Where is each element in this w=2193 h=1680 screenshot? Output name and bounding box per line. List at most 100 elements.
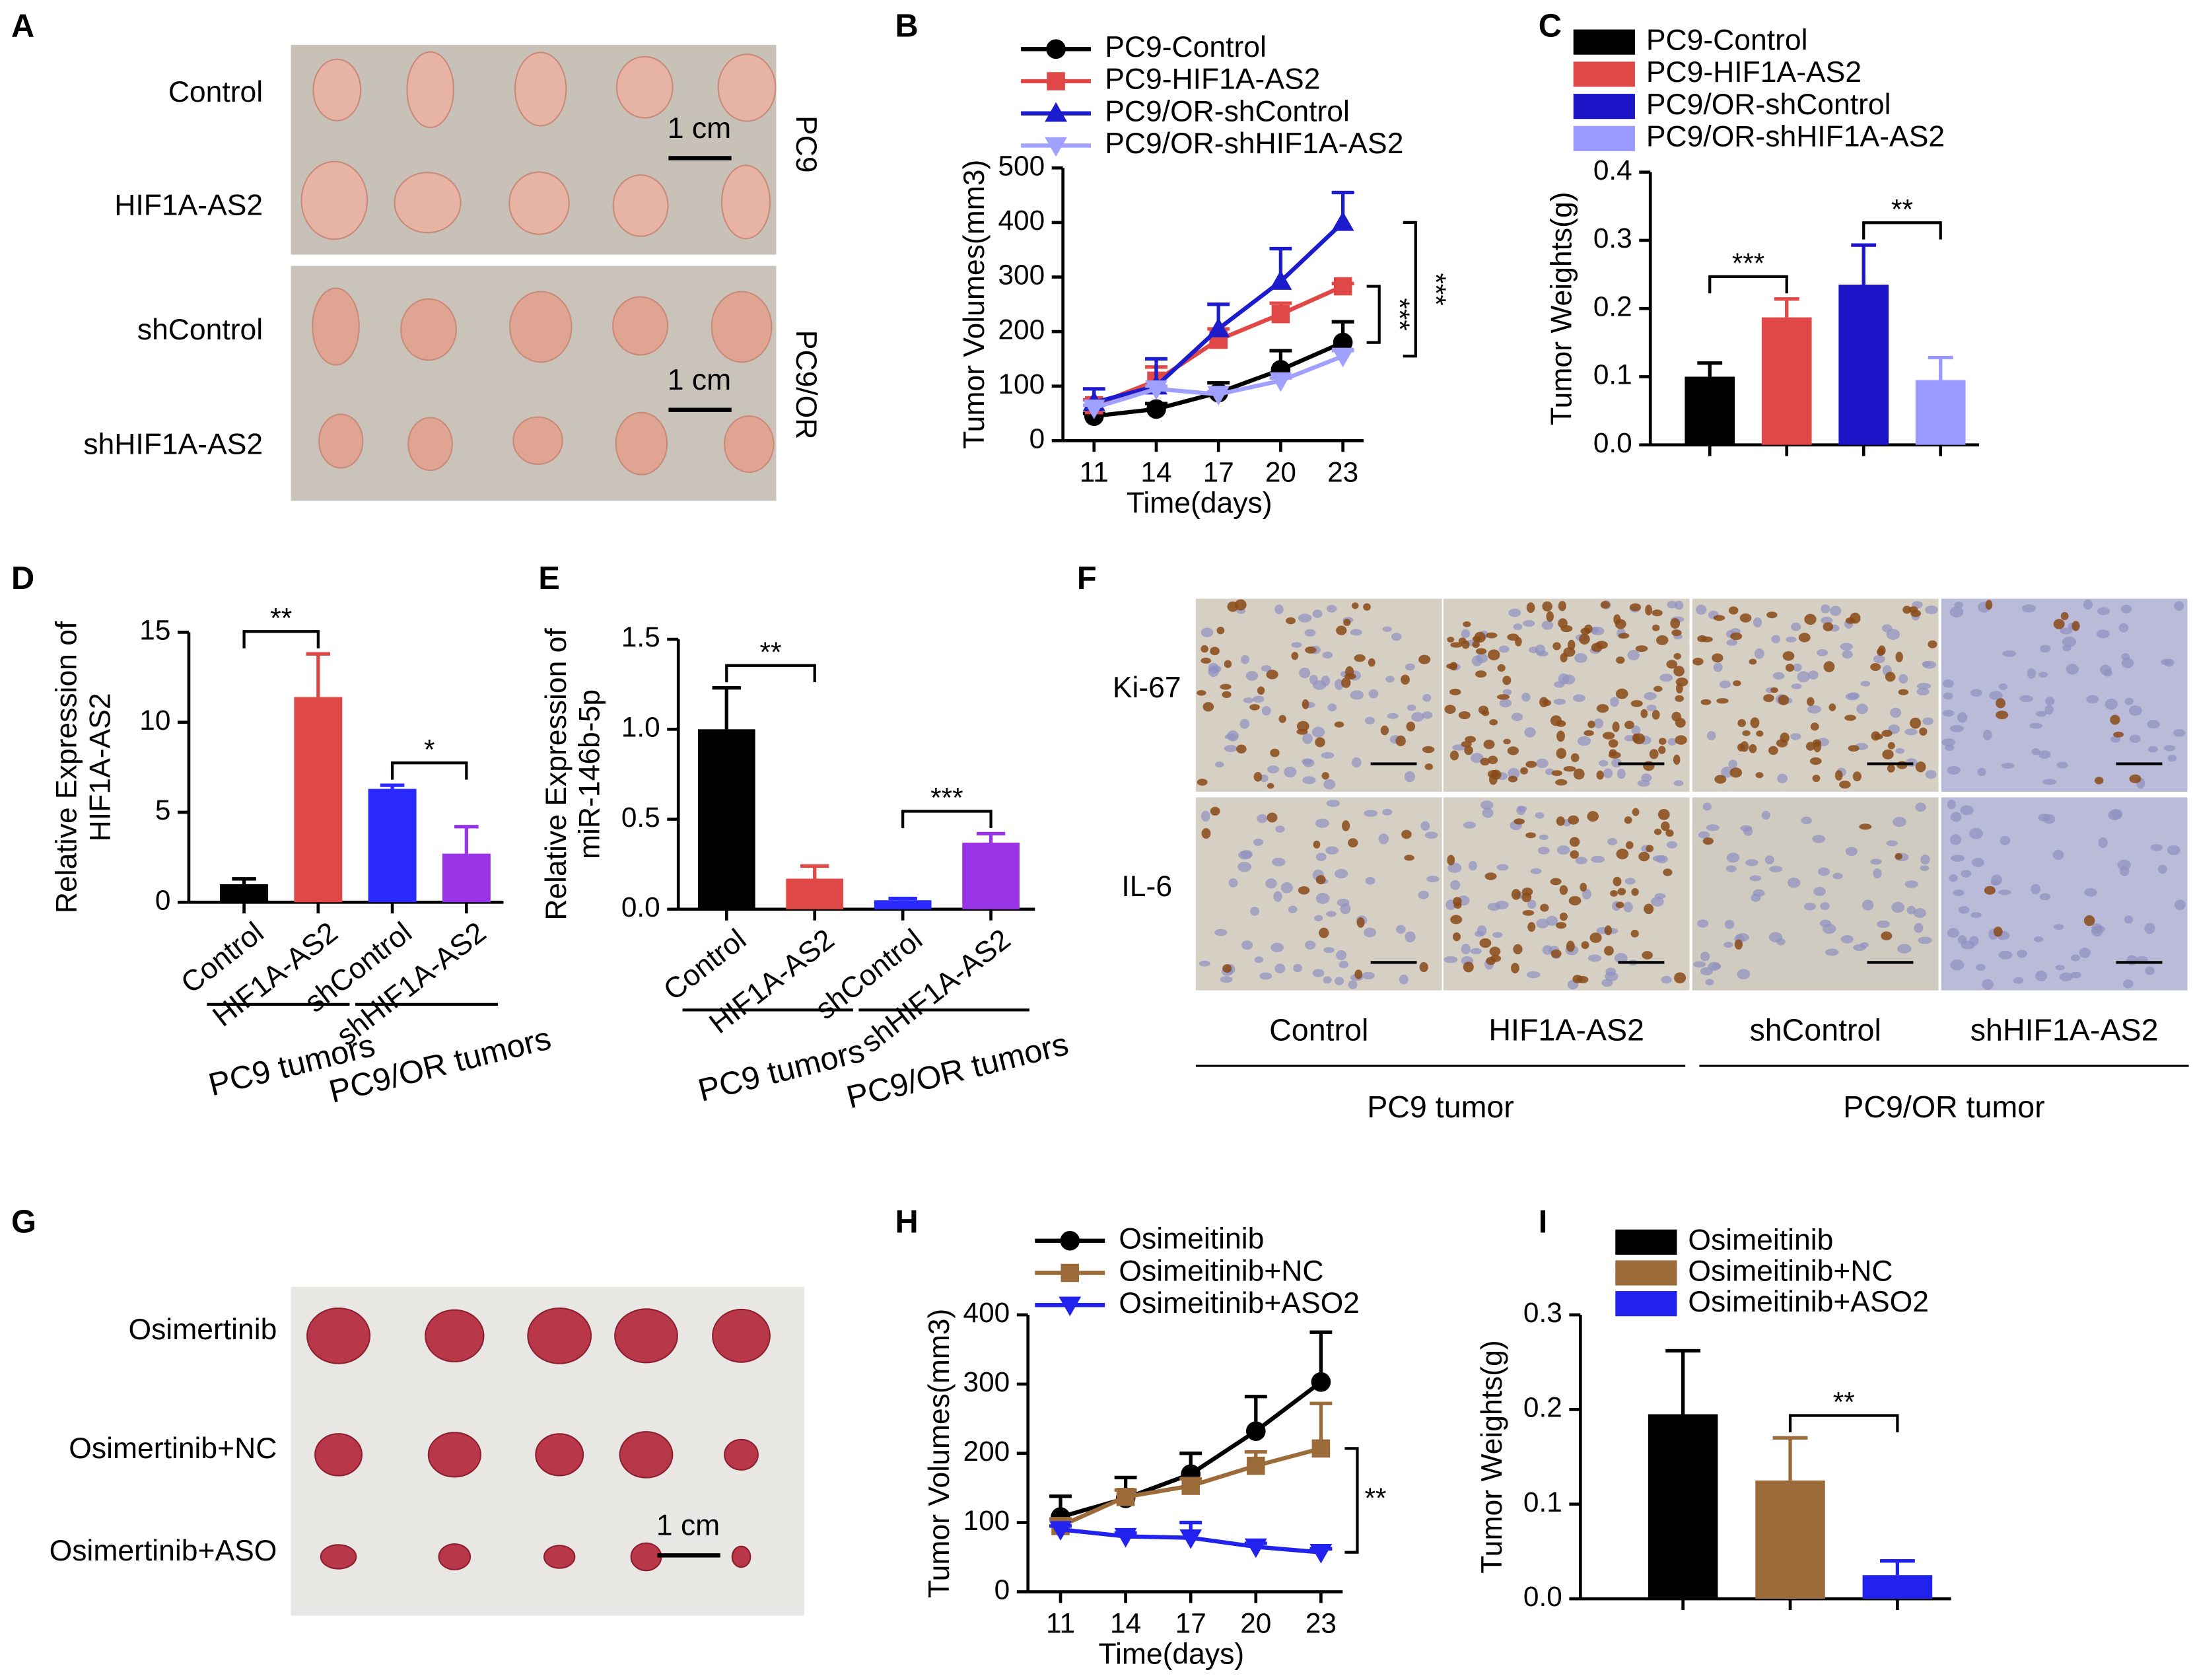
stain xyxy=(1729,767,1743,778)
stain xyxy=(1644,903,1654,915)
nucleus xyxy=(2120,604,2132,613)
nucleus xyxy=(1273,891,1282,902)
nucleus xyxy=(1335,679,1344,691)
stain xyxy=(1201,657,1212,664)
stain xyxy=(1629,603,1642,612)
tumor xyxy=(614,1308,678,1364)
nucleus xyxy=(1941,738,1956,746)
stain xyxy=(1580,627,1591,635)
stain xyxy=(1343,618,1351,627)
stain xyxy=(1296,728,1308,735)
nucleus xyxy=(1693,961,1706,968)
nucleus xyxy=(2121,653,2130,661)
stain xyxy=(1665,829,1674,837)
nucleus xyxy=(1326,911,1337,917)
stain xyxy=(1675,683,1683,694)
stain xyxy=(1828,703,1836,712)
error-bar xyxy=(712,686,741,730)
stain xyxy=(1556,816,1565,826)
nucleus xyxy=(1254,956,1264,963)
y-axis-label: miR-146b-5p xyxy=(574,689,606,859)
y-tick-label: 10 xyxy=(139,705,170,736)
significance-bracket xyxy=(1366,285,1381,344)
nucleus xyxy=(1970,912,1982,919)
nucleus xyxy=(1461,629,1471,639)
nucleus xyxy=(1673,780,1684,787)
nucleus xyxy=(1553,698,1566,705)
nucleus xyxy=(1922,661,1931,668)
nucleus xyxy=(1951,855,1965,862)
nucleus xyxy=(1339,960,1349,969)
stain xyxy=(1296,720,1309,732)
nucleus xyxy=(2027,668,2036,679)
nucleus xyxy=(1998,950,2013,960)
nucleus xyxy=(2060,627,2073,635)
nucleus xyxy=(1982,979,1994,990)
stain xyxy=(1713,615,1725,621)
nucleus xyxy=(1614,953,1628,964)
stain xyxy=(1675,695,1684,702)
nucleus xyxy=(2038,750,2051,759)
legend-swatch xyxy=(1573,125,1635,151)
stain xyxy=(2071,621,2080,631)
significance-label: ** xyxy=(760,637,782,668)
nucleus xyxy=(1593,718,1604,729)
stain xyxy=(1902,606,1912,614)
tumor xyxy=(425,1309,485,1363)
nucleus xyxy=(2110,809,2123,820)
nucleus xyxy=(1904,728,1918,736)
x-tick-label: shHIF1A-AS2 xyxy=(855,923,1016,1059)
nucleus xyxy=(1603,768,1613,779)
nucleus xyxy=(1199,960,1210,967)
nucleus xyxy=(1537,650,1549,656)
tumor xyxy=(406,51,454,129)
stain xyxy=(2113,731,2124,738)
stain xyxy=(1525,761,1537,768)
nucleus xyxy=(1574,653,1587,663)
nucleus xyxy=(1271,942,1284,952)
significance-bracket xyxy=(1862,221,1942,240)
stain xyxy=(1249,704,1260,711)
nucleus xyxy=(1315,818,1329,828)
stain xyxy=(1556,748,1566,759)
y-tick-label: 0 xyxy=(994,1574,1010,1605)
nucleus xyxy=(1725,865,1737,872)
stain xyxy=(1666,660,1677,669)
stain xyxy=(1210,806,1220,816)
nucleus xyxy=(1529,647,1539,654)
stain xyxy=(1551,770,1562,777)
nucleus xyxy=(1241,940,1253,950)
nucleus xyxy=(1304,940,1316,950)
stain xyxy=(1798,633,1811,643)
row-label: shHIF1A-AS2 xyxy=(83,429,263,461)
marker xyxy=(1114,1527,1137,1548)
legend-swatch xyxy=(1573,94,1635,120)
nucleus xyxy=(1337,898,1350,907)
marker xyxy=(1271,304,1290,324)
tumor xyxy=(615,411,668,475)
nucleus xyxy=(1327,703,1337,712)
stain xyxy=(1472,641,1480,648)
error-bar xyxy=(306,652,331,697)
stain xyxy=(1461,741,1472,748)
y-axis-label: Relative Expression of xyxy=(51,621,83,913)
nucleus xyxy=(1914,923,1924,933)
stain xyxy=(1589,932,1602,943)
nucleus xyxy=(1769,866,1783,872)
error-bar xyxy=(1774,297,1799,318)
bar xyxy=(1755,1480,1825,1599)
stain xyxy=(1702,837,1714,845)
y-tick-label: 1.0 xyxy=(621,712,660,743)
nucleus xyxy=(1542,945,1552,955)
stain xyxy=(1197,690,1206,696)
group-label: PC9/OR tumor xyxy=(1843,1090,2044,1124)
nucleus xyxy=(2001,763,2015,769)
stain xyxy=(1458,637,1467,645)
nucleus xyxy=(1280,882,1293,893)
stain xyxy=(1645,604,1652,615)
nucleus xyxy=(1845,847,1858,857)
tumor xyxy=(300,160,368,240)
nucleus xyxy=(1516,806,1526,816)
stain xyxy=(1452,932,1461,942)
stain xyxy=(1649,749,1659,759)
